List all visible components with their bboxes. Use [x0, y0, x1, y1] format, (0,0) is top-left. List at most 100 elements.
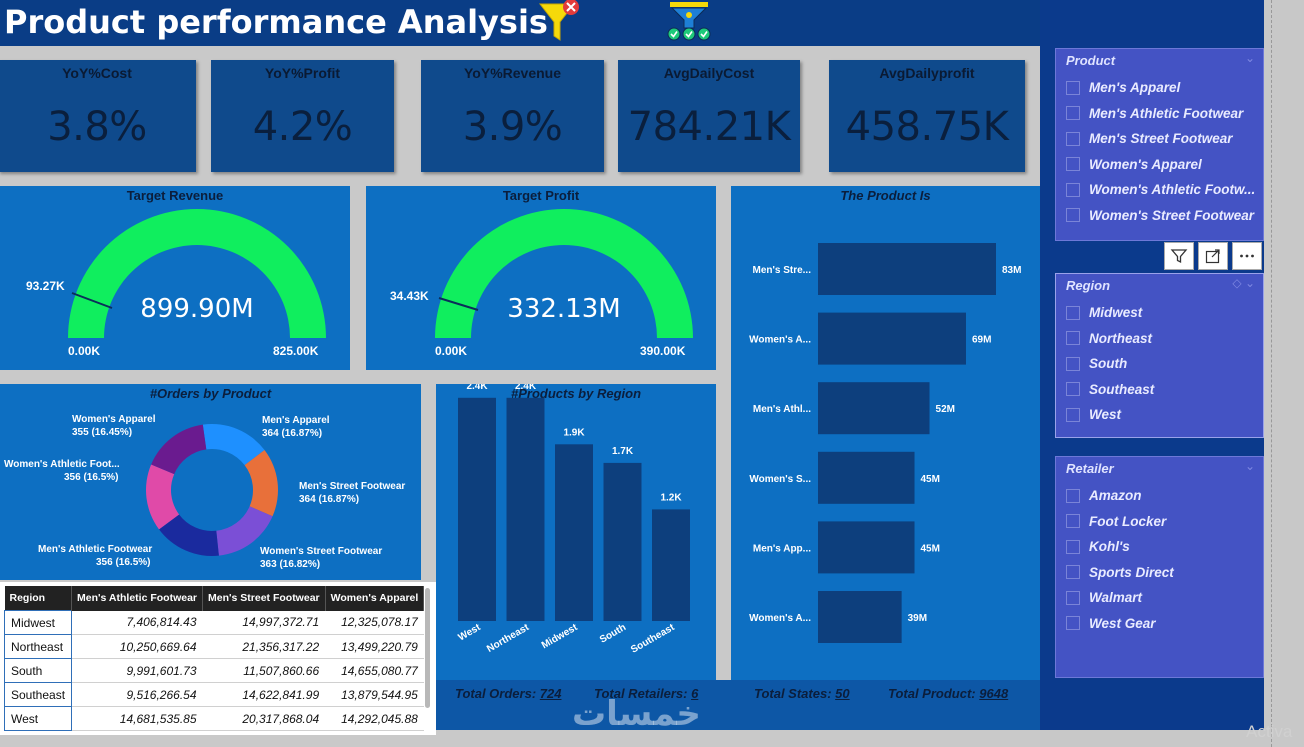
table-cell: 11,507,860.66: [202, 658, 326, 683]
slicer-item[interactable]: West: [1066, 402, 1259, 428]
checkbox[interactable]: [1066, 106, 1080, 121]
kpi-card-yoy-cost[interactable]: YoY%Cost 3.8%: [0, 60, 196, 172]
chevron-down-icon[interactable]: ⌄: [1244, 459, 1255, 473]
checkbox[interactable]: [1066, 539, 1080, 554]
donut-slice-0: [202, 424, 265, 466]
kpi-card-avg-daily-profit[interactable]: AvgDailyprofit 458.75K: [829, 60, 1025, 172]
orders-by-product-donut[interactable]: #Orders by Product Women's Apparel 355 (…: [0, 384, 421, 580]
kpi-value: 4.2%: [252, 104, 353, 150]
chart-title: #Products by Region: [510, 386, 642, 401]
kpi-value: 784.21K: [627, 104, 791, 150]
slicer-item[interactable]: Amazon: [1066, 483, 1259, 509]
checkbox[interactable]: [1066, 616, 1080, 631]
checkbox[interactable]: [1066, 80, 1080, 95]
checkbox[interactable]: [1066, 590, 1080, 605]
checkbox[interactable]: [1066, 208, 1080, 223]
x-tick-label: West: [456, 622, 483, 644]
gauge-target-profit[interactable]: Target Profit 34.43K 332.13M 0.00K 390.0…: [366, 186, 716, 370]
region-product-matrix[interactable]: Region Men's Athletic Footwear Men's Str…: [0, 582, 436, 735]
filter-icon[interactable]: [1164, 242, 1194, 270]
gauge-value: 899.90M: [140, 294, 254, 324]
checkbox[interactable]: [1066, 182, 1080, 197]
table-cell: 12,325,078.17: [325, 610, 424, 635]
checkbox[interactable]: [1066, 157, 1080, 172]
column-header[interactable]: Region: [4, 586, 73, 611]
slicer-product[interactable]: Product ⌄ Men's Apparel Men's Athletic F…: [1055, 48, 1264, 241]
chart-title: #Orders by Product: [149, 386, 272, 401]
page-edge: [1271, 0, 1272, 747]
gauge-target-revenue[interactable]: Target Revenue 93.27K 899.90M 0.00K 825.…: [0, 186, 350, 370]
slicer-item[interactable]: Men's Street Footwear: [1066, 126, 1259, 152]
bar-data-label: 39M: [908, 613, 927, 624]
table-row[interactable]: Midwest 7,406,814.43 14,997,372.71 12,32…: [3, 610, 424, 635]
y-tick-label: Men's Athl...: [753, 404, 811, 415]
column-header[interactable]: Men's Athletic Footwear: [71, 586, 204, 611]
slicer-item[interactable]: Foot Locker: [1066, 509, 1259, 535]
slicer-item[interactable]: Northeast: [1066, 326, 1259, 352]
slicer-item[interactable]: Women's Apparel: [1066, 152, 1259, 178]
checkbox[interactable]: [1066, 131, 1080, 146]
slicer-item[interactable]: Walmart: [1066, 585, 1259, 611]
eraser-icon[interactable]: ◇ ⌄: [1232, 276, 1255, 290]
products-by-region-chart[interactable]: #Products by Region 2.4K West 2.4K Northeas…: [436, 384, 716, 680]
checkbox[interactable]: [1066, 331, 1080, 346]
slicer-item[interactable]: Men's Apparel: [1066, 75, 1259, 101]
gauge-target-label: 34.43K: [390, 289, 429, 303]
table-cell: 9,516,266.54: [71, 682, 203, 707]
hbar-3: [818, 451, 915, 504]
table-cell: 20,317,868.04: [202, 706, 326, 731]
column-header[interactable]: Men's Street Footwear: [202, 586, 326, 611]
checkbox[interactable]: [1066, 356, 1080, 371]
donut-slice-4: [146, 464, 180, 530]
total-states: Total States: 50: [754, 686, 850, 701]
checkbox[interactable]: [1066, 514, 1080, 529]
checkbox[interactable]: [1066, 382, 1080, 397]
table-row[interactable]: South 9,991,601.73 11,507,860.66 14,655,…: [3, 658, 424, 683]
slicer-item[interactable]: Women's Athletic Footw...: [1066, 177, 1259, 203]
checkbox[interactable]: [1066, 565, 1080, 580]
bar-data-label: 2.4K: [515, 384, 537, 392]
kpi-card-yoy-revenue[interactable]: YoY%Revenue 3.9%: [421, 60, 604, 172]
checkbox[interactable]: [1066, 488, 1080, 503]
slicer-item[interactable]: Men's Athletic Footwear: [1066, 101, 1259, 127]
gauge-min: 0.00K: [68, 344, 101, 358]
clear-filters-icon[interactable]: [538, 0, 586, 44]
slicer-item[interactable]: West Gear: [1066, 611, 1259, 637]
kpi-card-yoy-profit[interactable]: YoY%Profit 4.2%: [211, 60, 394, 172]
kpi-card-avg-daily-cost[interactable]: AvgDailyCost 784.21K: [618, 60, 800, 172]
table-scrollbar[interactable]: [425, 588, 430, 708]
region-bar-svg: 2.4K West 2.4K Northeast 1.9K Midwest 1.7K Sout…: [456, 384, 690, 656]
chevron-down-icon[interactable]: ⌄: [1244, 51, 1255, 65]
slicer-item[interactable]: Southeast: [1066, 377, 1259, 403]
checkbox[interactable]: [1066, 407, 1080, 422]
y-tick-label: Men's App...: [753, 543, 811, 554]
product-bar-chart[interactable]: The Product Is Men's Stre... 83M Women's A…: [731, 186, 1040, 680]
slicer-item[interactable]: Women's Street Footwear: [1066, 203, 1259, 229]
kpi-label: YoY%Cost: [62, 65, 132, 81]
donut-label-mens-street: Men's Street Footwear 364 (16.87%): [299, 481, 406, 505]
slicer-item[interactable]: Midwest: [1066, 300, 1259, 326]
totals-bar: Total Orders: 724 Total Retailers: 6 Tot…: [436, 680, 1040, 730]
checkbox[interactable]: [1066, 305, 1080, 320]
table-row[interactable]: Northeast 10,250,669.64 21,356,317.22 13…: [3, 634, 424, 659]
kpi-value: 3.8%: [47, 104, 147, 150]
slicer-region[interactable]: Region ◇ ⌄ Midwest Northeast South South…: [1055, 273, 1264, 438]
bar-data-label: 52M: [936, 404, 955, 415]
gauge-title: Target Profit: [502, 188, 580, 203]
donut-label-womens-street: Women's Street Footwear 363 (16.82%): [260, 546, 383, 570]
slicer-item[interactable]: Sports Direct: [1066, 560, 1259, 586]
column-header[interactable]: Women's Apparel: [325, 586, 425, 611]
slicer-retailer[interactable]: Retailer ⌄ Amazon Foot Locker Kohl's Spo…: [1055, 456, 1264, 678]
hbar-0: [818, 243, 996, 295]
table-cell: 7,406,814.43: [71, 610, 203, 635]
donut-svg: [146, 424, 278, 556]
slicer-item[interactable]: Kohl's: [1066, 534, 1259, 560]
focus-mode-icon[interactable]: [1198, 242, 1228, 270]
gauge-title: Target Revenue: [126, 188, 224, 203]
table-cell: 14,997,372.71: [202, 610, 326, 635]
more-options-icon[interactable]: [1232, 242, 1262, 270]
table-row[interactable]: Southeast 9,516,266.54 14,622,841.99 13,…: [3, 682, 424, 707]
slicer-item[interactable]: South: [1066, 351, 1259, 377]
filter-pane-icon[interactable]: [664, 0, 714, 44]
table-row[interactable]: West 14,681,535.85 20,317,868.04 14,292,…: [3, 706, 424, 731]
